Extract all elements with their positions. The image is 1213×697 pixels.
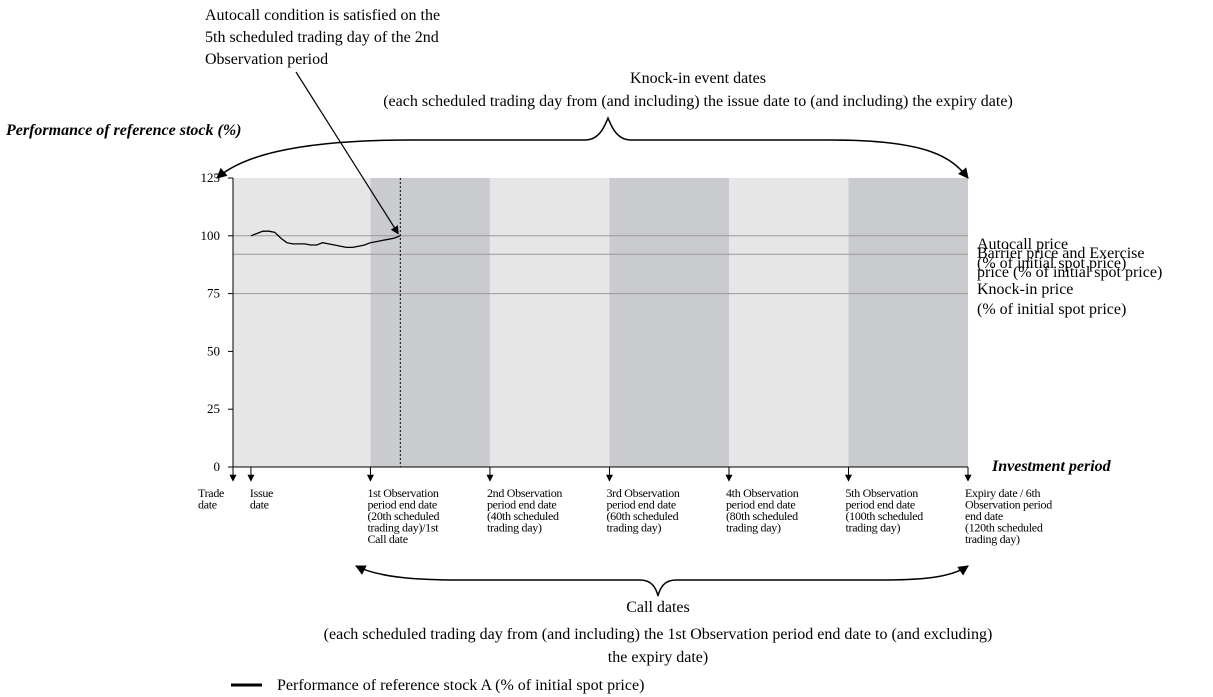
x-marker-label-5-line-4: trading day) xyxy=(606,521,661,535)
x-marker-label-5-line-2: period end date xyxy=(606,498,675,512)
x-marker-label-2-line-1: Issue xyxy=(250,486,273,500)
x-marker-label-3-line-1: 1st Observation xyxy=(367,486,438,500)
reference-label-1-line-2: (% of initial spot price) xyxy=(977,255,1126,272)
x-marker-label-8-line-1: Expiry date / 6th xyxy=(965,486,1041,500)
period-band-4 xyxy=(609,178,729,467)
x-marker-label-3-line-2: period end date xyxy=(367,498,436,512)
x-marker-label-8-line-5: trading day) xyxy=(965,532,1020,546)
x-marker-label-8-line-3: end date xyxy=(965,509,1003,523)
y-tick-label-0: 0 xyxy=(214,459,221,474)
x-marker-label-1-line-2: date xyxy=(198,498,217,512)
y-tick-label-25: 25 xyxy=(207,401,220,416)
x-marker-label-3-line-3: (20th scheduled xyxy=(367,509,439,523)
y-tick-label-75: 75 xyxy=(207,286,220,301)
period-band-5 xyxy=(728,178,849,467)
y-tick-labels: 0 25 50 75 100 125 xyxy=(201,170,221,474)
period-band-1 xyxy=(233,178,371,467)
x-marker-label-6-line-2: period end date xyxy=(726,498,795,512)
x-marker-label-4-line-1: 2nd Observation xyxy=(487,486,562,500)
x-marker-label-6-line-4: trading day) xyxy=(726,521,781,535)
period-band-2 xyxy=(370,178,490,467)
x-marker-label-7-line-3: (100th scheduled xyxy=(845,509,923,523)
legend-label: Performance of reference stock A (% of i… xyxy=(277,677,644,694)
x-marker-label-7-line-1: 5th Observation xyxy=(845,486,918,500)
autocall-note-line-1: Autocall condition is satisfied on the xyxy=(205,7,440,24)
reference-label-1-line-1: Autocall price xyxy=(977,236,1068,253)
y-tick-label-50: 50 xyxy=(207,343,220,358)
x-marker-label-7-line-2: period end date xyxy=(845,498,914,512)
reference-label-3-line-1: Knock-in price xyxy=(977,281,1073,298)
period-band-3 xyxy=(489,178,610,467)
period-bands xyxy=(233,178,968,467)
reference-line-labels: Autocall price(% of initial spot price)B… xyxy=(977,236,1162,318)
x-marker-label-3-line-4: trading day)/1st xyxy=(367,521,439,535)
call-dates-desc-1: (each scheduled trading day from (and in… xyxy=(324,626,993,643)
x-marker-label-8-line-2: Observation period xyxy=(965,498,1052,512)
x-marker-label-1-line-1: Trade xyxy=(198,486,224,500)
autocall-note-line-2: 5th scheduled trading day of the 2nd xyxy=(205,29,439,46)
call-dates-title: Call dates xyxy=(626,599,690,616)
y-tick-label-100: 100 xyxy=(201,228,221,243)
reference-label-3-line-2: (% of initial spot price) xyxy=(977,301,1126,318)
y-axis-title: Performance of reference stock (%) xyxy=(5,122,241,139)
y-tick-label-125: 125 xyxy=(201,170,221,185)
knockin-dates-desc: (each scheduled trading day from (and in… xyxy=(383,93,1013,110)
x-marker-label-6-line-3: (80th scheduled xyxy=(726,509,798,523)
x-marker-label-4-line-2: period end date xyxy=(487,498,556,512)
x-marker-label-4-line-3: (40th scheduled xyxy=(487,509,559,523)
reference-label-2-line-2: price (% of initial spot price) xyxy=(977,264,1162,281)
knockin-dates-title: Knock-in event dates xyxy=(630,70,766,87)
x-marker-label-2-line-2: date xyxy=(250,498,269,512)
call-dates-brace xyxy=(355,565,969,597)
x-axis-title: Investment period xyxy=(991,458,1112,475)
autocall-note-line-3: Observation period xyxy=(205,51,328,68)
period-band-6 xyxy=(848,178,968,467)
braces-group xyxy=(216,116,969,597)
x-marker-label-4-line-4: trading day) xyxy=(487,521,542,535)
series-group xyxy=(250,230,401,249)
autocall-annotation-arrow xyxy=(295,71,399,235)
annotation-arrows xyxy=(295,71,399,235)
x-marker-label-7-line-4: trading day) xyxy=(845,521,900,535)
reference-label-2-line-1: Barrier price and Exercise xyxy=(977,245,1144,262)
x-marker-label-3-line-5: Call date xyxy=(367,532,407,546)
reference-lines xyxy=(233,178,968,467)
knockin-dates-brace xyxy=(216,116,969,179)
x-marker-label-5-line-3: (60th scheduled xyxy=(606,509,678,523)
x-marker-label-8-line-4: (120th scheduled xyxy=(965,521,1043,535)
x-marker-label-5-line-1: 3rd Observation xyxy=(606,486,679,500)
call-dates-desc-2: the expiry date) xyxy=(608,649,708,666)
series-line-1 xyxy=(250,230,401,249)
x-marker-label-6-line-1: 4th Observation xyxy=(726,486,799,500)
